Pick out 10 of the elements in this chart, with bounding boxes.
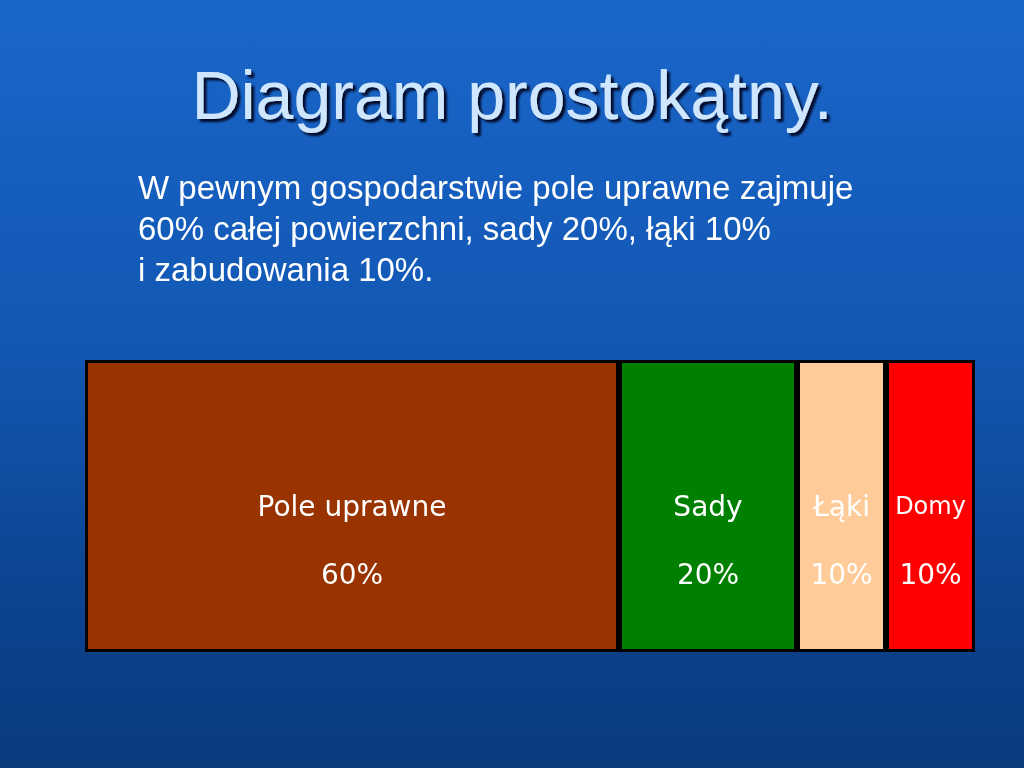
data-label: 10%	[899, 557, 962, 591]
series-label: Domy	[895, 492, 966, 520]
data-label: 10%	[810, 557, 873, 591]
series-label: Sady	[673, 489, 743, 523]
chart-subtitle: W pewnym gospodarstwie pole uprawne zajmuje 60% całej powierzchni, sady 20%, łąki 10% i zabudowania 10%.	[138, 169, 854, 288]
data-label: 20%	[676, 557, 740, 591]
data-label: 60%	[320, 557, 384, 591]
chart-title: Diagram prostokątny.	[191, 57, 833, 133]
series-label: Łąki	[812, 489, 870, 523]
series-label: Pole uprawne	[257, 489, 447, 523]
